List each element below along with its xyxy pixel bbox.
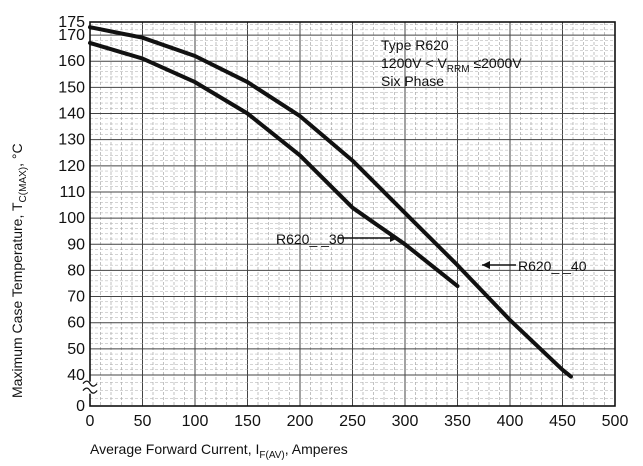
x-axis-title: Average Forward Current, IF(AV), Amperes	[90, 441, 348, 461]
y-tick-label: 110	[59, 184, 85, 201]
y-tick-label: 70	[67, 289, 85, 306]
axis-break-curve	[82, 380, 98, 387]
axis-break-mark	[82, 380, 98, 394]
series-label-40: R620_ _40	[518, 258, 587, 274]
y-axis-title-main: Maximum Case Temperature, T	[9, 202, 25, 398]
grid	[89, 22, 616, 407]
x-tick-label: 300	[392, 413, 419, 430]
x-tick-label: 100	[182, 413, 209, 430]
x-tick-label: 0	[86, 413, 95, 430]
x-tick-label: 500	[602, 413, 629, 430]
y-tick-label: 175	[58, 14, 85, 31]
y-axis-title-suffix: , °C	[9, 143, 25, 167]
x-axis-title-suffix: , Amperes	[285, 441, 348, 457]
x-tick-label: 400	[497, 413, 524, 430]
y-axis-title: Maximum Case Temperature, TC(MAX), °C	[9, 143, 29, 398]
series-line-r620-40	[88, 25, 573, 379]
y-tick-label: 140	[58, 106, 85, 123]
annotation-phase: Six Phase	[381, 73, 444, 89]
y-tick-label: 90	[67, 236, 85, 253]
y-tick-label: 100	[58, 210, 85, 227]
y-tick-label: 130	[58, 132, 85, 149]
y-tick-label: 160	[58, 53, 85, 70]
series-label-30: R620_ _30	[276, 231, 345, 247]
x-tick-label: 150	[234, 413, 261, 430]
series-label-30-arrow	[390, 234, 398, 242]
y-tick-label: 150	[58, 79, 85, 96]
y-tick-label: 120	[58, 158, 85, 175]
plot-frame	[89, 21, 616, 407]
annotation-voltage-pre: 1200V < V	[381, 55, 447, 71]
y-axis-title-sub: C(MAX)	[18, 167, 29, 203]
x-tick-label: 200	[287, 413, 314, 430]
plot-border	[89, 21, 616, 407]
y-tick-label: 40	[67, 367, 85, 384]
series-label-40-arrow	[482, 261, 490, 269]
y-tick-label: 0	[76, 398, 85, 415]
x-tick-label: 450	[549, 413, 576, 430]
y-tick-label: 80	[67, 262, 85, 279]
annotation-voltage-post: ≤2000V	[470, 55, 523, 71]
annotation-type: Type R620	[381, 37, 449, 53]
x-axis-title-sub: F(AV)	[259, 450, 284, 461]
x-tick-label: 50	[134, 413, 152, 430]
y-tick-label: 170	[58, 27, 85, 44]
series-lines	[88, 25, 573, 379]
y-tick-label: 60	[67, 315, 85, 332]
x-tick-label: 350	[444, 413, 471, 430]
x-tick-label: 250	[339, 413, 366, 430]
y-tick-label: 50	[67, 341, 85, 358]
axis-break-curve	[82, 387, 98, 394]
axis-break-gap	[84, 381, 96, 394]
annotation-voltage: 1200V < VRRM ≤2000V	[381, 55, 522, 75]
x-axis-title-main: Average Forward Current, I	[90, 441, 259, 457]
x-tick-labels: 0 50 100 150 200 250 300 350 400 450 500	[86, 413, 629, 430]
annotation-voltage-sub: RRM	[447, 64, 470, 75]
